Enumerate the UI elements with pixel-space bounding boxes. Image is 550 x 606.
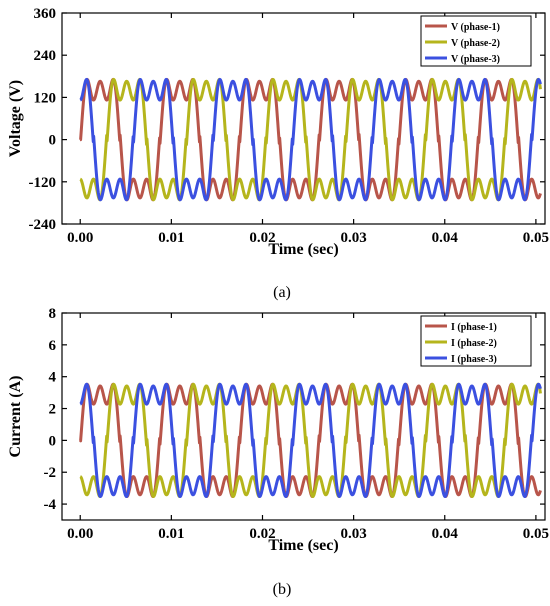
caption-a: (a) bbox=[273, 284, 291, 301]
legend-label-phase-3: V (phase-3) bbox=[451, 54, 500, 65]
x-tick-label: 0.05 bbox=[523, 526, 549, 542]
series-line-phase-2 bbox=[79, 77, 542, 202]
y-tick-label: -2 bbox=[44, 465, 57, 481]
legend-label-phase-1: V (phase-1) bbox=[451, 22, 500, 33]
plot-frame bbox=[61, 12, 546, 225]
x-tick-label: 0.05 bbox=[523, 230, 549, 246]
x-tick-label: 0.04 bbox=[432, 230, 459, 246]
voltage-chart: 0.00 0.01 0.02 0.03 0.04 0.05 -240 -120 0 120 240 3… bbox=[7, 6, 549, 258]
y-tick-label: 2 bbox=[49, 402, 57, 418]
x-tick-label: 0.04 bbox=[432, 526, 459, 542]
y-tick-label: 4 bbox=[49, 370, 57, 386]
legend-label-phase-3: I (phase-3) bbox=[451, 354, 497, 365]
plot-frame bbox=[61, 312, 546, 521]
series-line-phase-3 bbox=[79, 77, 542, 202]
caption-b: (b) bbox=[273, 581, 292, 598]
x-tick-label: 0.02 bbox=[249, 526, 275, 542]
y-tick-label: 8 bbox=[49, 306, 57, 322]
x-axis-title: Time (sec) bbox=[268, 537, 338, 554]
x-tick-label: 0.00 bbox=[67, 230, 93, 246]
y-tick-label: -120 bbox=[29, 175, 57, 191]
y-tick-label: 0 bbox=[49, 433, 57, 449]
series-line-phase-2 bbox=[79, 382, 542, 499]
legend-label-phase-1: I (phase-1) bbox=[451, 322, 497, 333]
y-tick-label: 240 bbox=[34, 48, 57, 64]
y-axis-title: Current (A) bbox=[7, 376, 24, 458]
y-tick-label: 0 bbox=[49, 133, 57, 149]
legend-label-phase-2: I (phase-2) bbox=[451, 338, 497, 349]
y-axis-title: Voltage (V) bbox=[7, 80, 24, 157]
current-chart: 0.00 0.01 0.02 0.03 0.04 0.05 -4 -2 0 2 4 6 8 Time (s… bbox=[7, 306, 549, 554]
x-tick-label: 0.03 bbox=[340, 230, 366, 246]
y-tick-label: -4 bbox=[44, 497, 57, 513]
x-tick-label: 0.02 bbox=[249, 230, 275, 246]
legend-label-phase-2: V (phase-2) bbox=[451, 38, 500, 49]
x-tick-label: 0.00 bbox=[67, 526, 93, 542]
x-tick-label: 0.01 bbox=[158, 230, 184, 246]
x-tick-label: 0.01 bbox=[158, 526, 184, 542]
series-line-phase-3 bbox=[79, 382, 542, 499]
y-tick-label: 6 bbox=[49, 338, 57, 354]
y-tick-label: 360 bbox=[34, 6, 57, 22]
y-tick-label: 120 bbox=[34, 90, 57, 106]
y-tick-label: -240 bbox=[29, 217, 57, 233]
x-tick-label: 0.03 bbox=[340, 526, 366, 542]
x-axis-title: Time (sec) bbox=[268, 241, 338, 258]
